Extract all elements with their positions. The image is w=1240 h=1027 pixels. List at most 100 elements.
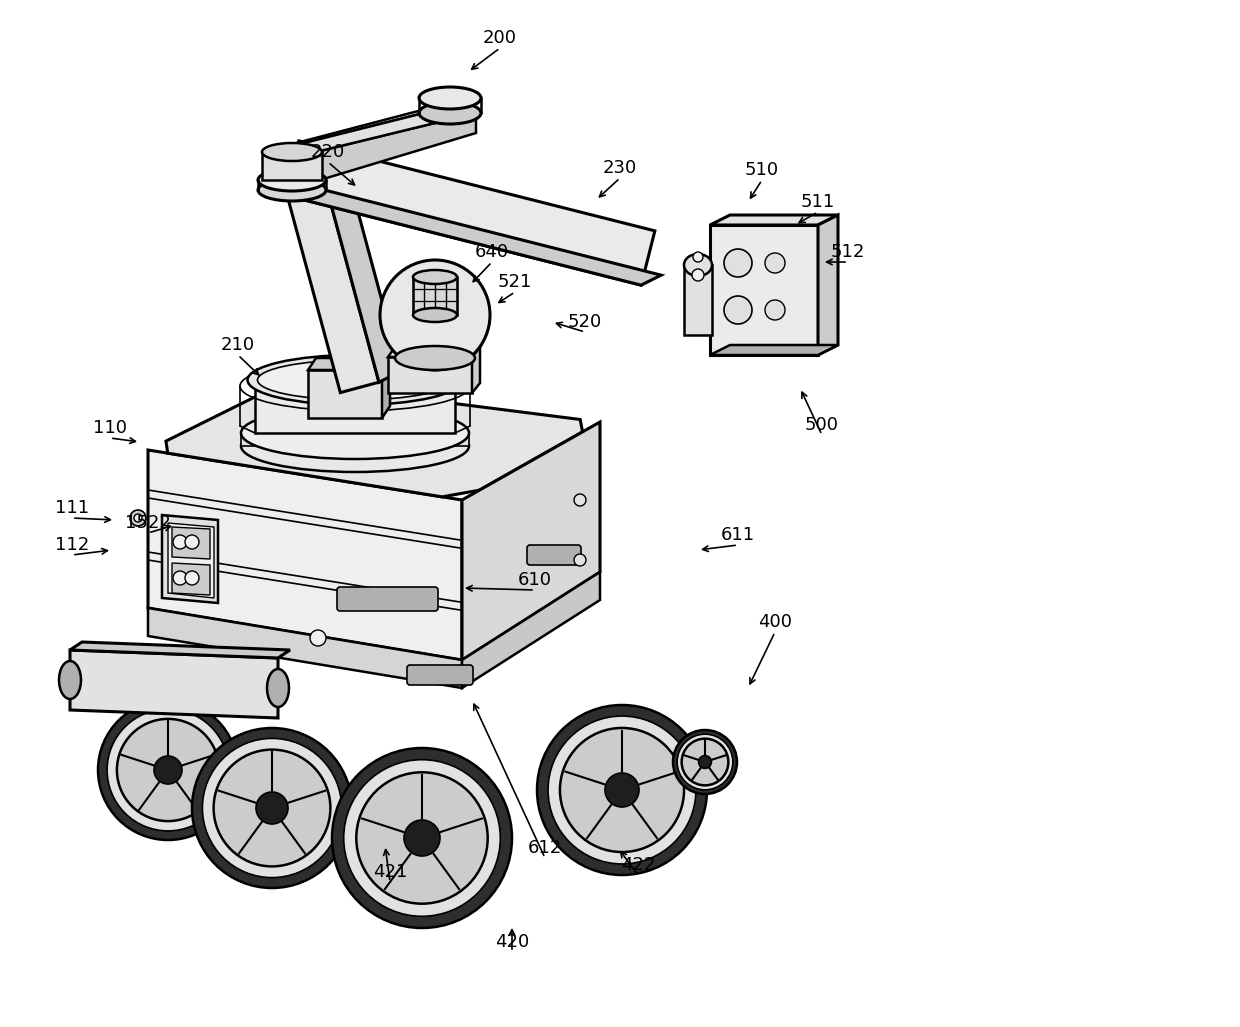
Text: 400: 400 <box>758 613 792 631</box>
Ellipse shape <box>258 179 326 201</box>
Ellipse shape <box>241 407 469 459</box>
Ellipse shape <box>267 669 289 707</box>
Circle shape <box>134 514 143 522</box>
Polygon shape <box>167 523 215 598</box>
Circle shape <box>343 760 500 916</box>
Circle shape <box>174 571 187 585</box>
Circle shape <box>174 535 187 549</box>
Text: 640: 640 <box>475 243 510 261</box>
Polygon shape <box>308 370 382 418</box>
Polygon shape <box>255 380 455 433</box>
Text: 110: 110 <box>93 419 126 438</box>
Text: 511: 511 <box>801 193 835 211</box>
Polygon shape <box>285 185 661 286</box>
Polygon shape <box>388 357 472 393</box>
Polygon shape <box>264 113 424 180</box>
Ellipse shape <box>413 308 458 322</box>
Circle shape <box>560 728 684 852</box>
Circle shape <box>605 773 639 807</box>
Ellipse shape <box>248 355 463 405</box>
Circle shape <box>154 756 182 784</box>
Circle shape <box>332 748 512 928</box>
Ellipse shape <box>60 661 81 699</box>
Polygon shape <box>262 152 322 180</box>
Circle shape <box>698 756 712 768</box>
Polygon shape <box>472 347 480 393</box>
Polygon shape <box>308 358 391 370</box>
Ellipse shape <box>396 346 475 370</box>
Circle shape <box>693 252 703 262</box>
Text: 512: 512 <box>831 243 866 261</box>
Text: 612: 612 <box>528 839 562 857</box>
Polygon shape <box>463 572 600 688</box>
Polygon shape <box>262 110 477 152</box>
Circle shape <box>574 554 587 566</box>
Ellipse shape <box>258 360 453 400</box>
Text: 611: 611 <box>720 526 755 544</box>
Circle shape <box>724 249 751 277</box>
Polygon shape <box>382 358 391 418</box>
Circle shape <box>548 716 696 864</box>
Circle shape <box>185 535 198 549</box>
Text: 220: 220 <box>311 143 345 161</box>
Polygon shape <box>321 156 401 382</box>
Ellipse shape <box>684 254 712 276</box>
Polygon shape <box>283 167 379 392</box>
Ellipse shape <box>241 420 469 472</box>
FancyBboxPatch shape <box>527 545 582 565</box>
Text: 610: 610 <box>518 571 552 589</box>
Circle shape <box>255 792 288 824</box>
Circle shape <box>692 269 704 281</box>
Polygon shape <box>684 265 712 335</box>
Polygon shape <box>172 527 210 559</box>
Circle shape <box>98 700 238 840</box>
Polygon shape <box>148 450 463 660</box>
Circle shape <box>404 820 440 855</box>
Circle shape <box>574 494 587 506</box>
Circle shape <box>130 510 146 526</box>
Circle shape <box>117 719 219 822</box>
Polygon shape <box>413 277 458 315</box>
Text: 230: 230 <box>603 159 637 177</box>
Circle shape <box>673 730 737 794</box>
Ellipse shape <box>419 102 481 124</box>
Ellipse shape <box>419 87 481 109</box>
Ellipse shape <box>258 169 326 191</box>
Polygon shape <box>463 422 600 660</box>
Circle shape <box>192 728 352 888</box>
Polygon shape <box>268 113 476 152</box>
FancyBboxPatch shape <box>407 665 472 685</box>
Text: 510: 510 <box>745 161 779 179</box>
Text: 421: 421 <box>373 863 407 881</box>
Polygon shape <box>285 141 655 286</box>
Polygon shape <box>69 650 278 718</box>
Circle shape <box>213 750 330 867</box>
Circle shape <box>202 738 341 878</box>
Polygon shape <box>388 347 480 357</box>
Polygon shape <box>711 345 838 355</box>
Text: 111: 111 <box>55 499 89 517</box>
Polygon shape <box>316 113 476 180</box>
Text: 521: 521 <box>497 273 532 291</box>
Polygon shape <box>148 608 463 688</box>
FancyBboxPatch shape <box>337 587 438 611</box>
Text: 112: 112 <box>55 536 89 554</box>
Polygon shape <box>711 215 838 225</box>
Text: 422: 422 <box>621 855 655 874</box>
Circle shape <box>724 296 751 324</box>
Circle shape <box>765 300 785 320</box>
Ellipse shape <box>413 270 458 284</box>
Circle shape <box>682 738 728 786</box>
Text: 520: 520 <box>568 313 603 331</box>
Circle shape <box>765 253 785 273</box>
Polygon shape <box>166 384 583 497</box>
Polygon shape <box>172 563 210 595</box>
Circle shape <box>107 709 229 831</box>
Circle shape <box>185 571 198 585</box>
Text: 420: 420 <box>495 933 529 951</box>
Circle shape <box>356 772 487 904</box>
Text: 500: 500 <box>805 416 839 434</box>
Text: 200: 200 <box>484 29 517 47</box>
Text: 1522: 1522 <box>125 514 171 532</box>
Polygon shape <box>818 215 838 355</box>
